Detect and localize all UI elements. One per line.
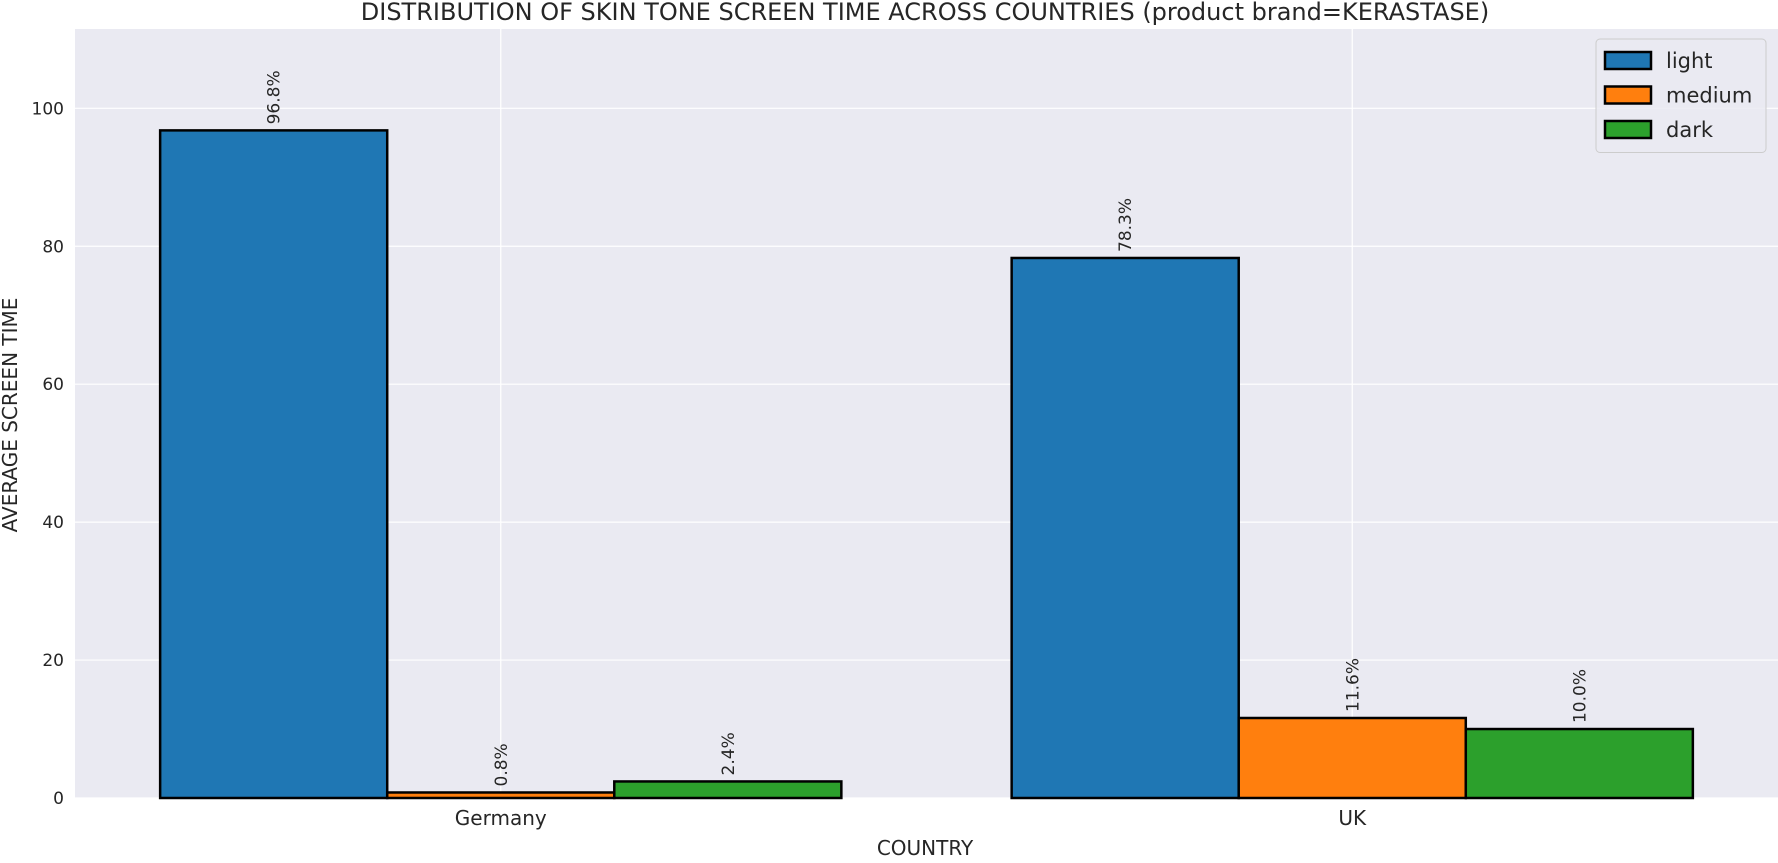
y-tick-label: 100 [32, 99, 64, 119]
x-tick-label: UK [1338, 806, 1367, 830]
bar-medium-uk [1237, 716, 1468, 800]
plot-area: 0 20 40 60 80 100 Germany UK 96.8% 78.3% 0.8% 11.6%… [32, 29, 1778, 830]
bar-dark-uk [1464, 727, 1695, 800]
y-tick-label: 60 [42, 375, 64, 395]
y-axis-label: AVERAGE SCREEN TIME [0, 298, 22, 533]
bar-dark-germany [613, 780, 843, 800]
legend-label-dark: dark [1666, 118, 1714, 142]
y-tick-label: 0 [53, 789, 64, 809]
data-label: 2.4% [719, 732, 739, 775]
bar-light-uk [1010, 256, 1240, 800]
data-label: 78.3% [1116, 198, 1136, 252]
y-tick-label: 20 [42, 651, 64, 671]
legend-swatch-dark [1603, 119, 1653, 140]
y-tick-label: 80 [42, 237, 64, 257]
data-label: 10.0% [1570, 669, 1590, 723]
legend-label-medium: medium [1666, 84, 1752, 108]
data-label: 96.8% [265, 70, 285, 124]
legend-swatch-medium [1603, 85, 1653, 105]
chart-title: DISTRIBUTION OF SKIN TONE SCREEN TIME AC… [361, 0, 1489, 26]
bar-light-germany [158, 129, 389, 800]
y-tick-label: 40 [42, 513, 64, 533]
legend-label-light: light [1666, 49, 1713, 73]
legend: light medium dark [1595, 38, 1767, 153]
bar-medium-germany [385, 791, 616, 800]
x-axis-label: COUNTRY [877, 836, 974, 859]
data-label: 0.8% [492, 743, 512, 786]
x-tick-label: Germany [455, 806, 547, 830]
legend-swatch-light [1603, 50, 1653, 71]
data-label: 11.6% [1343, 658, 1363, 712]
